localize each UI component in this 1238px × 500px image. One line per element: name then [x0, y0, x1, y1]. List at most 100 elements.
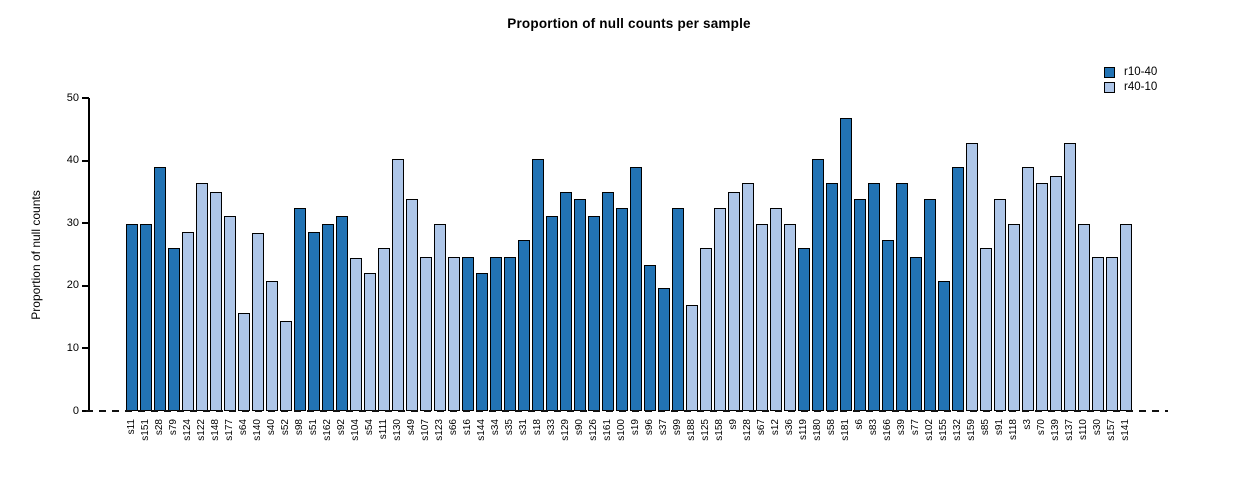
bar-s34 [490, 257, 502, 411]
bar-s33 [546, 215, 558, 411]
x-tick-label-s12: s12 [770, 419, 781, 436]
bar-s137 [1064, 143, 1076, 411]
x-tick-label-s85: s85 [980, 419, 991, 436]
bar-s177 [224, 215, 236, 411]
x-tick-label-s159: s159 [966, 419, 977, 441]
bar-s16 [462, 257, 474, 411]
x-tick-label-s39: s39 [896, 419, 907, 436]
x-tick-label-s124: s124 [182, 419, 193, 441]
bar-s104 [350, 257, 362, 411]
x-tick-label-s141: s141 [1120, 419, 1131, 441]
x-tick-label-s104: s104 [350, 419, 361, 441]
y-axis-line [88, 98, 90, 412]
x-tick-label-s98: s98 [294, 419, 305, 436]
x-tick-label-s77: s77 [910, 419, 921, 436]
bar-s58 [826, 183, 838, 411]
x-tick-label-s92: s92 [336, 419, 347, 436]
y-tick-label: 40 [66, 154, 79, 167]
y-tick [82, 410, 89, 412]
x-tick-label-s70: s70 [1036, 419, 1047, 436]
bar-s158 [714, 208, 726, 411]
bar-s181 [840, 118, 852, 411]
x-tick-label-s99: s99 [672, 419, 683, 436]
x-tick-label-s66: s66 [448, 419, 459, 436]
legend-item-r40-10: r40-10 [1104, 80, 1157, 95]
x-tick-label-s37: s37 [658, 419, 669, 436]
bar-s35 [504, 257, 516, 411]
x-tick-label-s162: s162 [322, 419, 333, 441]
x-tick-label-s28: s28 [154, 419, 165, 436]
x-tick-label-s35: s35 [504, 419, 515, 436]
x-tick-label-s40: s40 [266, 419, 277, 436]
legend-item-r10-40: r10-40 [1104, 65, 1157, 80]
x-tick-label-s90: s90 [574, 419, 585, 436]
bar-s125 [700, 248, 712, 411]
y-tick-label: 20 [66, 279, 79, 292]
bar-s99 [672, 208, 684, 411]
x-tick-label-s91: s91 [994, 419, 1005, 436]
bar-s52 [280, 321, 292, 411]
x-tick-label-s151: s151 [140, 419, 151, 441]
x-tick-label-s58: s58 [826, 419, 837, 436]
x-tick-label-s128: s128 [742, 419, 753, 441]
bar-s124 [182, 231, 194, 411]
bar-s92 [336, 215, 348, 411]
bar-s49 [406, 199, 418, 411]
y-tick-label: 30 [66, 216, 79, 229]
bar-s126 [588, 215, 600, 411]
x-tick-label-s125: s125 [700, 419, 711, 441]
x-tick-label-s52: s52 [280, 419, 291, 436]
y-tick [82, 284, 89, 287]
bar-s140 [252, 232, 264, 411]
bar-s36 [784, 224, 796, 411]
x-tick-label-s180: s180 [812, 419, 823, 441]
bar-s130 [392, 159, 404, 411]
bar-s12 [770, 208, 782, 411]
x-tick-label-s110: s110 [1078, 419, 1089, 440]
legend-swatch-light [1104, 82, 1115, 93]
bar-s79 [168, 248, 180, 411]
x-tick-label-s67: s67 [756, 419, 767, 436]
bar-s161 [602, 191, 614, 411]
x-tick-label-s155: s155 [938, 419, 949, 441]
x-tick-label-s158: s158 [714, 419, 725, 441]
bar-s122 [196, 183, 208, 411]
legend-swatch-dark [1104, 67, 1115, 78]
x-tick-label-s166: s166 [882, 419, 893, 441]
chart-title: Proportion of null counts per sample [507, 16, 751, 31]
x-tick-label-s83: s83 [868, 419, 879, 436]
x-tick-label-s111: s111 [378, 419, 389, 440]
x-tick-label-s11: s11 [126, 419, 137, 435]
legend-label: r10-40 [1124, 66, 1158, 78]
bar-s132 [952, 166, 964, 411]
bar-s155 [938, 280, 950, 411]
bar-s90 [574, 199, 586, 411]
y-tick-label: 10 [66, 341, 79, 354]
x-tick-label-s31: s31 [518, 419, 529, 436]
bar-s129 [560, 191, 572, 411]
bar-s39 [896, 183, 908, 411]
x-tick-label-s54: s54 [364, 419, 375, 436]
x-tick-label-s3: s3 [1022, 419, 1033, 430]
x-tick-label-s9: s9 [728, 419, 739, 430]
bar-s77 [910, 257, 922, 411]
y-tick [82, 159, 89, 162]
x-tick-label-s188: s188 [686, 419, 697, 441]
y-tick-label: 0 [72, 404, 79, 417]
bar-s11 [126, 224, 138, 411]
legend: r10-40 r40-10 [1104, 65, 1157, 95]
bar-s67 [756, 224, 768, 411]
bar-s139 [1050, 176, 1062, 411]
bar-s188 [686, 305, 698, 411]
legend-label: r40-10 [1124, 81, 1158, 93]
y-axis-title: Proportion of null counts [29, 190, 43, 320]
x-tick-label-s6: s6 [854, 419, 865, 430]
x-tick-label-s18: s18 [532, 419, 543, 436]
x-tick-label-s130: s130 [392, 419, 403, 441]
x-tick-label-s119: s119 [798, 419, 809, 440]
x-tick-label-s36: s36 [784, 419, 795, 436]
x-tick-label-s123: s123 [434, 419, 445, 441]
bar-s31 [518, 240, 530, 411]
x-tick-label-s129: s129 [560, 419, 571, 441]
